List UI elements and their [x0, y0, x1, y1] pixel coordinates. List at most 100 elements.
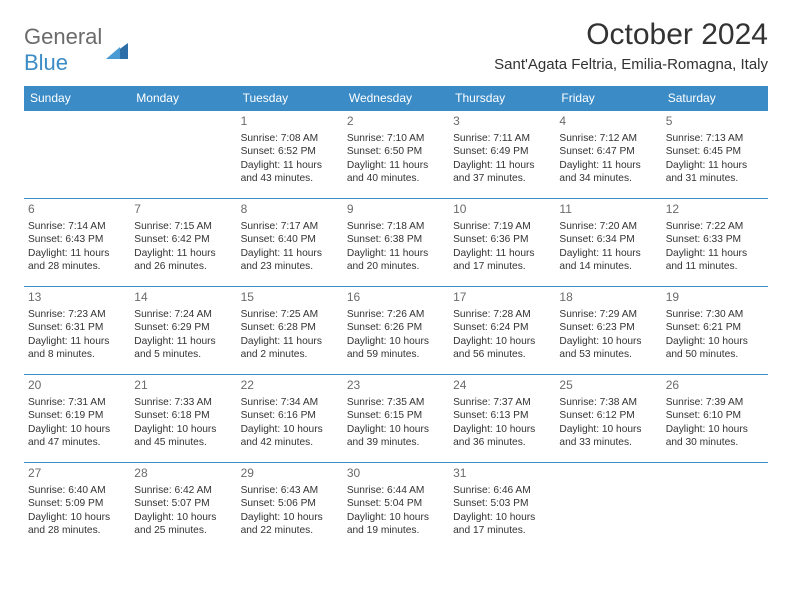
- sun-info: Sunrise: 7:35 AMSunset: 6:15 PMDaylight:…: [347, 396, 445, 450]
- sun-info: Sunrise: 7:38 AMSunset: 6:12 PMDaylight:…: [559, 396, 657, 450]
- day-number: 15: [241, 290, 339, 306]
- sun-info: Sunrise: 6:42 AMSunset: 5:07 PMDaylight:…: [134, 484, 232, 538]
- sun-info: Sunrise: 7:19 AMSunset: 6:36 PMDaylight:…: [453, 220, 551, 274]
- day-number: 11: [559, 202, 657, 218]
- day-cell: 24 Sunrise: 7:37 AMSunset: 6:13 PMDayligh…: [449, 375, 555, 463]
- sun-info: Sunrise: 7:22 AMSunset: 6:33 PMDaylight:…: [666, 220, 764, 274]
- day-number: 30: [347, 466, 445, 482]
- calendar-body: 1Sunrise: 7:08 AMSunset: 6:52 PMDaylight…: [24, 111, 768, 551]
- logo-word-2: Blue: [24, 50, 68, 75]
- day-number: 26: [666, 378, 764, 394]
- week-row: 20 Sunrise: 7:31 AMSunset: 6:19 PMDayligh…: [24, 375, 768, 463]
- day-cell: 29 Sunrise: 6:43 AMSunset: 5:06 PMDayligh…: [237, 463, 343, 551]
- month-title: October 2024: [494, 18, 768, 52]
- day-number: 16: [347, 290, 445, 306]
- title-block: October 2024 Sant'Agata Feltria, Emilia-…: [494, 18, 768, 73]
- logo-triangle-icon: [106, 41, 128, 59]
- day-cell: 28Sunrise: 6:42 AMSunset: 5:07 PMDayligh…: [130, 463, 236, 551]
- day-number: 22: [241, 378, 339, 394]
- day-cell: 2Sunrise: 7:10 AMSunset: 6:50 PMDaylight…: [343, 111, 449, 199]
- day-cell: 1Sunrise: 7:08 AMSunset: 6:52 PMDaylight…: [237, 111, 343, 199]
- day-cell: 27 Sunrise: 6:40 AMSunset: 5:09 PMDayligh…: [24, 463, 130, 551]
- day-cell: 22Sunrise: 7:34 AMSunset: 6:16 PMDayligh…: [237, 375, 343, 463]
- day-cell: 20 Sunrise: 7:31 AMSunset: 6:19 PMDayligh…: [24, 375, 130, 463]
- logo-word-1: General: [24, 24, 102, 49]
- day-number: 10: [453, 202, 551, 218]
- sun-info: Sunrise: 7:28 AMSunset: 6:24 PMDaylight:…: [453, 308, 551, 362]
- day-number: 6: [28, 202, 126, 218]
- day-number: 18: [559, 290, 657, 306]
- week-row: 13 Sunrise: 7:23 AMSunset: 6:31 PMDayligh…: [24, 287, 768, 375]
- week-row: 27 Sunrise: 6:40 AMSunset: 5:09 PMDayligh…: [24, 463, 768, 551]
- day-cell: 16 Sunrise: 7:26 AMSunset: 6:26 PMDayligh…: [343, 287, 449, 375]
- calendar-table: Sunday Monday Tuesday Wednesday Thursday…: [24, 86, 768, 551]
- sun-info: Sunrise: 7:14 AMSunset: 6:43 PMDaylight:…: [28, 220, 126, 274]
- day-cell: 3 Sunrise: 7:11 AMSunset: 6:49 PMDaylight…: [449, 111, 555, 199]
- sun-info: Sunrise: 7:26 AMSunset: 6:26 PMDaylight:…: [347, 308, 445, 362]
- sun-info: Sunrise: 7:23 AMSunset: 6:31 PMDaylight:…: [28, 308, 126, 362]
- day-number: 13: [28, 290, 126, 306]
- day-number: 25: [559, 378, 657, 394]
- sun-info: Sunrise: 7:39 AMSunset: 6:10 PMDaylight:…: [666, 396, 764, 450]
- day-number: 8: [241, 202, 339, 218]
- sun-info: Sunrise: 7:17 AMSunset: 6:40 PMDaylight:…: [241, 220, 339, 274]
- sun-info: Sunrise: 7:33 AMSunset: 6:18 PMDaylight:…: [134, 396, 232, 450]
- day-cell: 4Sunrise: 7:12 AMSunset: 6:47 PMDaylight…: [555, 111, 661, 199]
- day-cell: 18Sunrise: 7:29 AMSunset: 6:23 PMDayligh…: [555, 287, 661, 375]
- sun-info: Sunrise: 7:30 AMSunset: 6:21 PMDaylight:…: [666, 308, 764, 362]
- sun-info: Sunrise: 7:08 AMSunset: 6:52 PMDaylight:…: [241, 132, 339, 186]
- sun-info: Sunrise: 7:20 AMSunset: 6:34 PMDaylight:…: [559, 220, 657, 274]
- day-cell: 10 Sunrise: 7:19 AMSunset: 6:36 PMDayligh…: [449, 199, 555, 287]
- sun-info: Sunrise: 7:25 AMSunset: 6:28 PMDaylight:…: [241, 308, 339, 362]
- day-cell: 9Sunrise: 7:18 AMSunset: 6:38 PMDaylight…: [343, 199, 449, 287]
- day-number: 9: [347, 202, 445, 218]
- col-thursday: Thursday: [449, 86, 555, 111]
- day-cell: [555, 463, 661, 551]
- week-row: 6 Sunrise: 7:14 AMSunset: 6:43 PMDaylight…: [24, 199, 768, 287]
- day-cell: 8 Sunrise: 7:17 AMSunset: 6:40 PMDaylight…: [237, 199, 343, 287]
- day-cell: 13 Sunrise: 7:23 AMSunset: 6:31 PMDayligh…: [24, 287, 130, 375]
- sun-info: Sunrise: 7:24 AMSunset: 6:29 PMDaylight:…: [134, 308, 232, 362]
- day-number: 5: [666, 114, 764, 130]
- day-number: 12: [666, 202, 764, 218]
- day-cell: 31Sunrise: 6:46 AMSunset: 5:03 PMDayligh…: [449, 463, 555, 551]
- week-row: 1Sunrise: 7:08 AMSunset: 6:52 PMDaylight…: [24, 111, 768, 199]
- logo-text: General Blue: [24, 24, 102, 76]
- day-cell: 6 Sunrise: 7:14 AMSunset: 6:43 PMDaylight…: [24, 199, 130, 287]
- day-number: 17: [453, 290, 551, 306]
- day-number: 27: [28, 466, 126, 482]
- logo: General Blue: [24, 18, 128, 76]
- day-cell: 25 Sunrise: 7:38 AMSunset: 6:12 PMDayligh…: [555, 375, 661, 463]
- sun-info: Sunrise: 7:15 AMSunset: 6:42 PMDaylight:…: [134, 220, 232, 274]
- day-cell: 26 Sunrise: 7:39 AMSunset: 6:10 PMDayligh…: [662, 375, 768, 463]
- day-number: 23: [347, 378, 445, 394]
- sun-info: Sunrise: 6:40 AMSunset: 5:09 PMDaylight:…: [28, 484, 126, 538]
- day-cell: 11 Sunrise: 7:20 AMSunset: 6:34 PMDayligh…: [555, 199, 661, 287]
- day-cell: 7 Sunrise: 7:15 AMSunset: 6:42 PMDaylight…: [130, 199, 236, 287]
- sun-info: Sunrise: 7:37 AMSunset: 6:13 PMDaylight:…: [453, 396, 551, 450]
- col-wednesday: Wednesday: [343, 86, 449, 111]
- sun-info: Sunrise: 6:44 AMSunset: 5:04 PMDaylight:…: [347, 484, 445, 538]
- day-cell: 5Sunrise: 7:13 AMSunset: 6:45 PMDaylight…: [662, 111, 768, 199]
- day-number: 7: [134, 202, 232, 218]
- sun-info: Sunrise: 7:11 AMSunset: 6:49 PMDaylight:…: [453, 132, 551, 186]
- day-number: 4: [559, 114, 657, 130]
- day-cell: 17 Sunrise: 7:28 AMSunset: 6:24 PMDayligh…: [449, 287, 555, 375]
- sun-info: Sunrise: 7:31 AMSunset: 6:19 PMDaylight:…: [28, 396, 126, 450]
- col-tuesday: Tuesday: [237, 86, 343, 111]
- sun-info: Sunrise: 7:10 AMSunset: 6:50 PMDaylight:…: [347, 132, 445, 186]
- location: Sant'Agata Feltria, Emilia-Romagna, Ital…: [494, 56, 768, 73]
- day-number: 14: [134, 290, 232, 306]
- header: General Blue October 2024 Sant'Agata Fel…: [24, 18, 768, 76]
- day-number: 24: [453, 378, 551, 394]
- day-cell: 30 Sunrise: 6:44 AMSunset: 5:04 PMDayligh…: [343, 463, 449, 551]
- day-cell: 14 Sunrise: 7:24 AMSunset: 6:29 PMDayligh…: [130, 287, 236, 375]
- day-number: 20: [28, 378, 126, 394]
- day-cell: 23 Sunrise: 7:35 AMSunset: 6:15 PMDayligh…: [343, 375, 449, 463]
- day-number: 29: [241, 466, 339, 482]
- sun-info: Sunrise: 6:43 AMSunset: 5:06 PMDaylight:…: [241, 484, 339, 538]
- weekday-header-row: Sunday Monday Tuesday Wednesday Thursday…: [24, 86, 768, 111]
- day-number: 3: [453, 114, 551, 130]
- day-number: 19: [666, 290, 764, 306]
- sun-info: Sunrise: 6:46 AMSunset: 5:03 PMDaylight:…: [453, 484, 551, 538]
